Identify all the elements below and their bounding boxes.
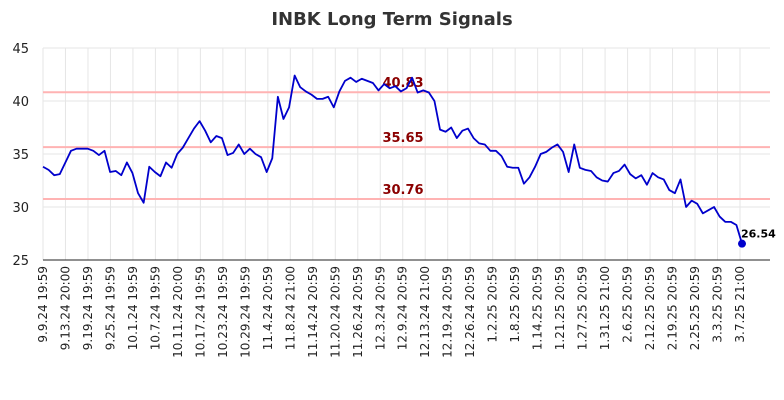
x-tick-label: 12.3.24 20:59	[373, 266, 387, 350]
x-tick-label: 1.27.25 20:59	[576, 266, 590, 350]
x-tick-label: 1.8.25 20:59	[508, 266, 522, 343]
x-tick-label: 11.20.24 20:59	[328, 266, 342, 358]
signal-label: 35.65	[382, 131, 423, 146]
x-tick-label: 11.4.24 20:59	[261, 266, 275, 350]
x-tick-label: 10.23.24 19:59	[216, 266, 230, 358]
x-tick-label: 2.12.25 20:59	[643, 266, 657, 350]
x-tick-label: 1.21.25 20:59	[553, 266, 567, 350]
x-tick-label: 10.29.24 19:59	[238, 266, 252, 358]
x-tick-label: 9.25.24 19:59	[103, 266, 117, 350]
y-tick-label: 40	[12, 95, 29, 110]
x-tick-label: 9.9.24 19:59	[36, 266, 50, 343]
x-tick-label: 12.19.24 20:59	[441, 266, 455, 358]
grid-lines	[42, 47, 770, 261]
y-tick-label: 45	[12, 42, 29, 57]
x-tick-label: 10.17.24 19:59	[193, 266, 207, 358]
x-tick-label: 9.19.24 19:59	[81, 266, 95, 350]
chart-title: INBK Long Term Signals	[271, 9, 512, 30]
x-tick-label: 11.26.24 20:59	[351, 266, 365, 358]
x-tick-label: 11.14.24 20:59	[306, 266, 320, 358]
x-tick-label: 2.6.25 20:59	[621, 266, 635, 343]
y-tick-label: 25	[12, 254, 29, 269]
x-axis-ticks: 9.9.24 19:59 9.13.24 20:00 9.19.24 19:59 9.…	[36, 266, 747, 358]
x-tick-label: 3.7.25 21:00	[733, 266, 747, 343]
last-value-label: 26.54	[741, 228, 776, 241]
y-tick-label: 35	[12, 148, 29, 163]
x-tick-label: 10.11.24 20:00	[171, 266, 185, 358]
x-tick-label: 2.25.25 20:59	[688, 266, 702, 350]
signal-label: 30.76	[382, 183, 423, 198]
y-tick-label: 30	[12, 201, 29, 216]
x-tick-label: 9.13.24 20:00	[58, 266, 72, 350]
x-tick-label: 1.2.25 20:59	[486, 266, 500, 343]
x-tick-label: 3.3.25 20:59	[711, 266, 725, 343]
x-tick-label: 12.26.24 20:59	[463, 266, 477, 358]
x-tick-label: 12.9.24 20:59	[396, 266, 410, 350]
y-axis-ticks: 25 30 35 40 45	[12, 42, 29, 269]
x-tick-label: 10.7.24 19:59	[148, 266, 162, 350]
signal-lines: 40.83 35.65 30.76	[43, 76, 770, 200]
x-tick-label: 2.19.25 20:59	[666, 266, 680, 350]
x-tick-label: 12.13.24 21:00	[418, 266, 432, 358]
signal-label: 40.83	[382, 76, 423, 91]
x-tick-label: 1.31.25 21:00	[598, 266, 612, 350]
series-group: 26.54	[42, 74, 776, 248]
last-point-marker	[738, 239, 746, 248]
x-tick-label: 11.8.24 21:00	[283, 266, 297, 350]
x-tick-label: 10.1.24 19:59	[126, 266, 140, 350]
x-tick-label: 1.14.25 20:59	[531, 266, 545, 350]
price-series-line	[42, 74, 743, 244]
